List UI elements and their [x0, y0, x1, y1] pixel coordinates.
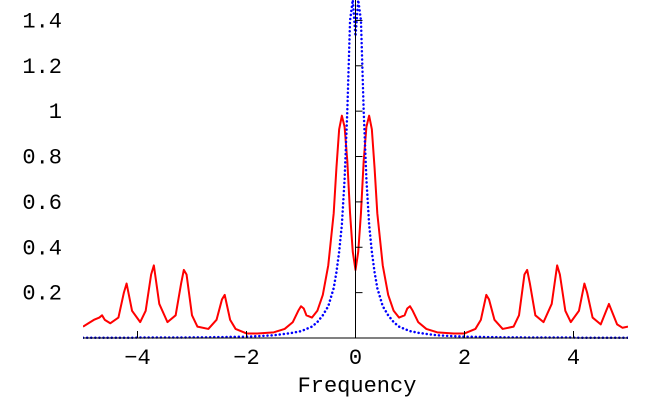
y-tick-label: 1.4: [22, 9, 62, 34]
y-tick-label: 1: [49, 100, 62, 125]
y-tick-label: 0.8: [22, 146, 62, 171]
x-tick-label: −4: [124, 346, 150, 371]
y-tick-label: 0.4: [22, 236, 62, 261]
y-tick-label: 0.6: [22, 191, 62, 216]
x-axis-label: Frequency: [298, 374, 417, 399]
x-tick-label: 0: [349, 346, 362, 371]
x-tick-label: 4: [567, 346, 580, 371]
x-tick-label: 2: [458, 346, 471, 371]
x-tick-label: −2: [233, 346, 259, 371]
y-tick-label: 0.2: [22, 282, 62, 307]
y-tick-label: 1.2: [22, 55, 62, 80]
